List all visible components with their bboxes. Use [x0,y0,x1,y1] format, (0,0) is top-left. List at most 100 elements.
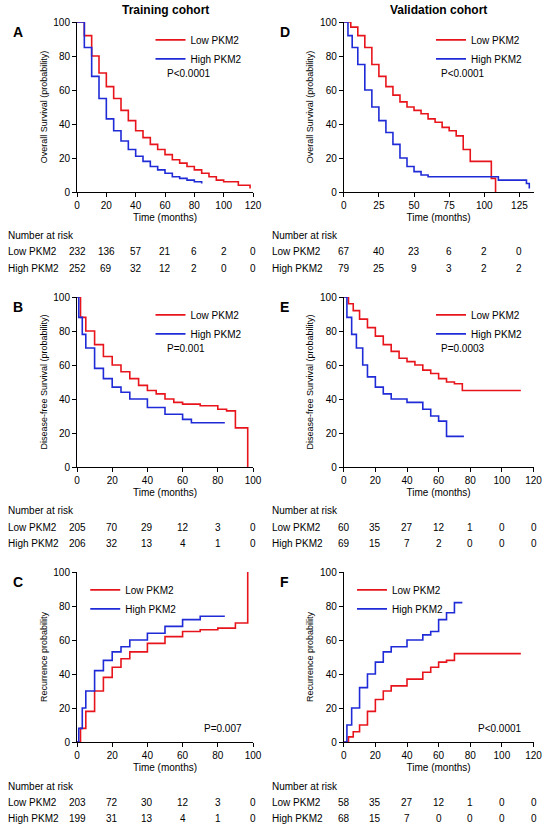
svg-text:0: 0 [467,813,473,824]
svg-text:60: 60 [326,85,338,96]
svg-text:40: 40 [142,750,154,761]
svg-text:40: 40 [401,475,413,486]
svg-text:7: 7 [404,813,410,824]
svg-text:100: 100 [320,292,337,303]
svg-text:0: 0 [531,538,537,549]
svg-text:23: 23 [408,246,420,257]
svg-text:60: 60 [433,750,445,761]
svg-text:20: 20 [370,475,382,486]
svg-text:100: 100 [245,475,262,486]
svg-text:205: 205 [69,522,86,533]
svg-text:206: 206 [69,538,86,549]
svg-text:0: 0 [331,462,337,473]
svg-text:100: 100 [476,200,493,211]
svg-text:232: 232 [69,246,86,257]
svg-text:High PKM2: High PKM2 [125,604,176,615]
svg-text:100: 100 [494,750,511,761]
svg-text:Recurrence probability: Recurrence probability [305,611,315,702]
svg-text:D: D [280,24,290,40]
svg-text:20: 20 [370,750,382,761]
svg-text:80: 80 [189,200,201,211]
svg-text:0: 0 [341,475,347,486]
svg-text:Number at risk: Number at risk [272,505,338,516]
svg-text:Number at risk: Number at risk [272,781,338,792]
svg-text:4: 4 [180,813,186,824]
svg-text:2: 2 [221,246,227,257]
svg-text:Low PKM2: Low PKM2 [272,522,321,533]
svg-text:Overall Survival (probability): Overall Survival (probability) [305,51,315,164]
svg-text:Number at risk: Number at risk [8,505,74,516]
svg-text:80: 80 [59,326,71,337]
svg-text:32: 32 [106,538,118,549]
svg-text:15: 15 [369,538,381,549]
svg-text:0: 0 [531,797,537,808]
svg-text:100: 100 [320,17,337,28]
svg-text:Validation cohort: Validation cohort [390,3,487,17]
svg-text:0: 0 [250,522,256,533]
svg-text:0: 0 [499,538,505,549]
svg-text:69: 69 [338,538,350,549]
svg-text:60: 60 [326,635,338,646]
svg-text:P=0.0003: P=0.0003 [441,343,485,354]
svg-text:12: 12 [177,797,189,808]
svg-text:20: 20 [101,200,113,211]
svg-text:Low PKM2: Low PKM2 [392,585,441,596]
svg-text:69: 69 [100,263,112,274]
svg-text:High PKM2: High PKM2 [392,604,443,615]
svg-text:40: 40 [326,119,338,130]
svg-text:Number at risk: Number at risk [8,781,74,792]
svg-text:35: 35 [369,522,381,533]
svg-text:100: 100 [53,17,70,28]
svg-text:15: 15 [369,813,381,824]
svg-text:40: 40 [59,669,71,680]
svg-text:Low PKM2: Low PKM2 [272,797,321,808]
svg-text:40: 40 [401,750,413,761]
svg-text:40: 40 [326,669,338,680]
svg-text:0: 0 [64,187,70,198]
svg-text:0: 0 [250,813,256,824]
svg-text:Low PKM2: Low PKM2 [8,522,57,533]
svg-text:252: 252 [69,263,86,274]
svg-text:0: 0 [467,538,473,549]
svg-text:High PKM2: High PKM2 [8,813,59,824]
svg-text:40: 40 [59,394,71,405]
svg-text:Low PKM2: Low PKM2 [125,585,174,596]
svg-text:13: 13 [141,538,153,549]
svg-text:1: 1 [215,538,221,549]
svg-text:0: 0 [499,522,505,533]
svg-text:Training cohort: Training cohort [122,3,209,17]
svg-text:29: 29 [141,522,153,533]
svg-text:Number at risk: Number at risk [8,230,74,241]
svg-text:199: 199 [69,813,86,824]
svg-text:2: 2 [516,263,522,274]
svg-text:80: 80 [212,475,224,486]
svg-text:68: 68 [338,813,350,824]
svg-text:P=0.007: P=0.007 [204,723,242,734]
svg-text:79: 79 [338,263,350,274]
svg-text:136: 136 [98,246,115,257]
svg-text:P<0.0001: P<0.0001 [441,68,485,79]
svg-text:120: 120 [525,750,542,761]
svg-text:Disease-free Survival (probabi: Disease-free Survival (probability) [39,314,49,449]
svg-text:P<0.0001: P<0.0001 [167,68,211,79]
svg-text:60: 60 [177,750,189,761]
svg-text:Time (months): Time (months) [133,212,197,223]
svg-text:0: 0 [250,246,256,257]
svg-text:Low PKM2: Low PKM2 [8,797,57,808]
svg-text:60: 60 [59,635,71,646]
svg-text:60: 60 [433,475,445,486]
svg-text:13: 13 [141,813,153,824]
svg-text:12: 12 [433,797,445,808]
svg-text:0: 0 [250,263,256,274]
svg-text:3: 3 [215,797,221,808]
svg-text:3: 3 [446,263,452,274]
svg-text:40: 40 [142,475,154,486]
svg-text:High PKM2: High PKM2 [191,329,242,340]
svg-text:120: 120 [525,475,542,486]
svg-text:0: 0 [250,538,256,549]
svg-text:0: 0 [331,187,337,198]
svg-text:20: 20 [326,428,338,439]
svg-text:High PKM2: High PKM2 [8,538,59,549]
svg-text:58: 58 [338,797,350,808]
svg-text:100: 100 [320,567,337,578]
